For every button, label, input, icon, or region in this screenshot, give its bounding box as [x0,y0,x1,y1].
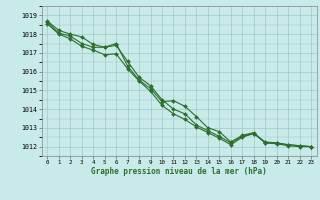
X-axis label: Graphe pression niveau de la mer (hPa): Graphe pression niveau de la mer (hPa) [91,167,267,176]
